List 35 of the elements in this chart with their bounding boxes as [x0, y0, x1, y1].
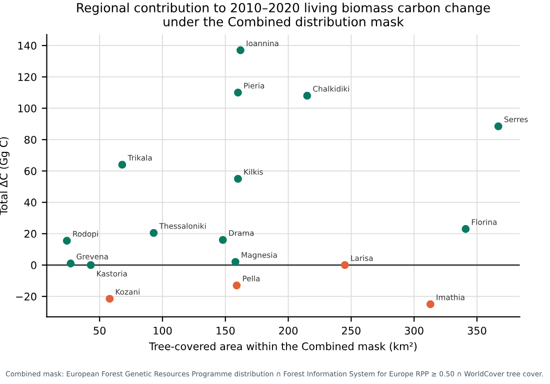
point: [236, 46, 244, 54]
point: [426, 300, 434, 308]
point: [234, 174, 242, 183]
point: [118, 160, 126, 169]
point: [86, 261, 95, 270]
point: [218, 236, 227, 244]
x-axis-title: Tree-covered area within the Combined mask (km²): [149, 342, 417, 352]
y-tick-label: 80: [24, 136, 36, 144]
point: [234, 88, 242, 97]
point: [62, 236, 71, 245]
y-tick-label: 0: [31, 261, 36, 270]
y-tick-label: 100: [18, 104, 36, 112]
x-tick-label: 350: [468, 326, 486, 335]
x-tick-label: 250: [342, 326, 360, 335]
point: [150, 228, 158, 237]
point: [106, 294, 114, 303]
x-tick-label: 150: [216, 326, 235, 335]
chart-title: Regional contribution to 2010–2020 living biomass carbon change under the Combined distribution mask: [77, 2, 490, 26]
y-tick-label: 20: [24, 230, 36, 238]
point: [303, 92, 312, 100]
x-tick-label: 100: [154, 326, 172, 335]
y-tick-label: 60: [24, 167, 36, 176]
point: [231, 258, 240, 266]
point: [494, 122, 502, 130]
x-tick-label: 50: [94, 326, 106, 335]
y-tick-label: −20: [16, 292, 36, 301]
y-tick-label: 120: [18, 73, 36, 81]
y-tick-label: 140: [18, 42, 36, 50]
point: [66, 260, 75, 268]
x-tick-label: 300: [404, 326, 424, 335]
y-tick-label: 40: [24, 198, 36, 206]
x-tick-label: 200: [279, 326, 298, 335]
point: [462, 225, 470, 233]
point: [340, 261, 349, 270]
point: [232, 281, 241, 290]
